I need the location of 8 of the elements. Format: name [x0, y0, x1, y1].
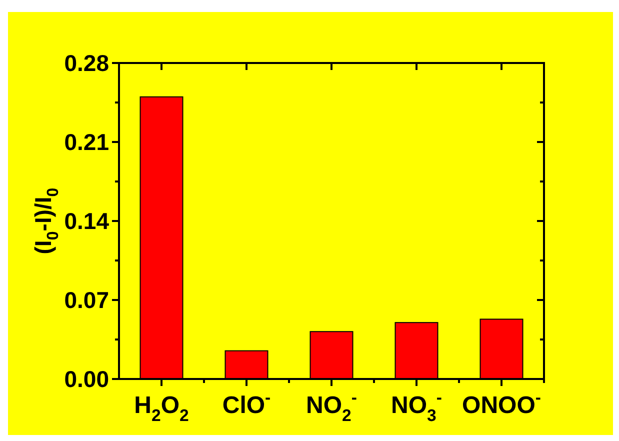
x-tick-label: ClO$^{-}$	[222, 388, 271, 419]
y-tick-label: 0.07	[64, 287, 109, 314]
x-tick-label: ONOO$^{-}$	[462, 388, 541, 419]
y-tick-label: 0.28	[64, 50, 110, 76]
x-tick-label: H$_{2}$O$_{2}$	[134, 392, 189, 425]
y-tick-label: 0.14	[64, 208, 110, 234]
y-tick-label: 0.21	[64, 129, 110, 156]
y-tick-label: 0.00	[64, 366, 109, 392]
